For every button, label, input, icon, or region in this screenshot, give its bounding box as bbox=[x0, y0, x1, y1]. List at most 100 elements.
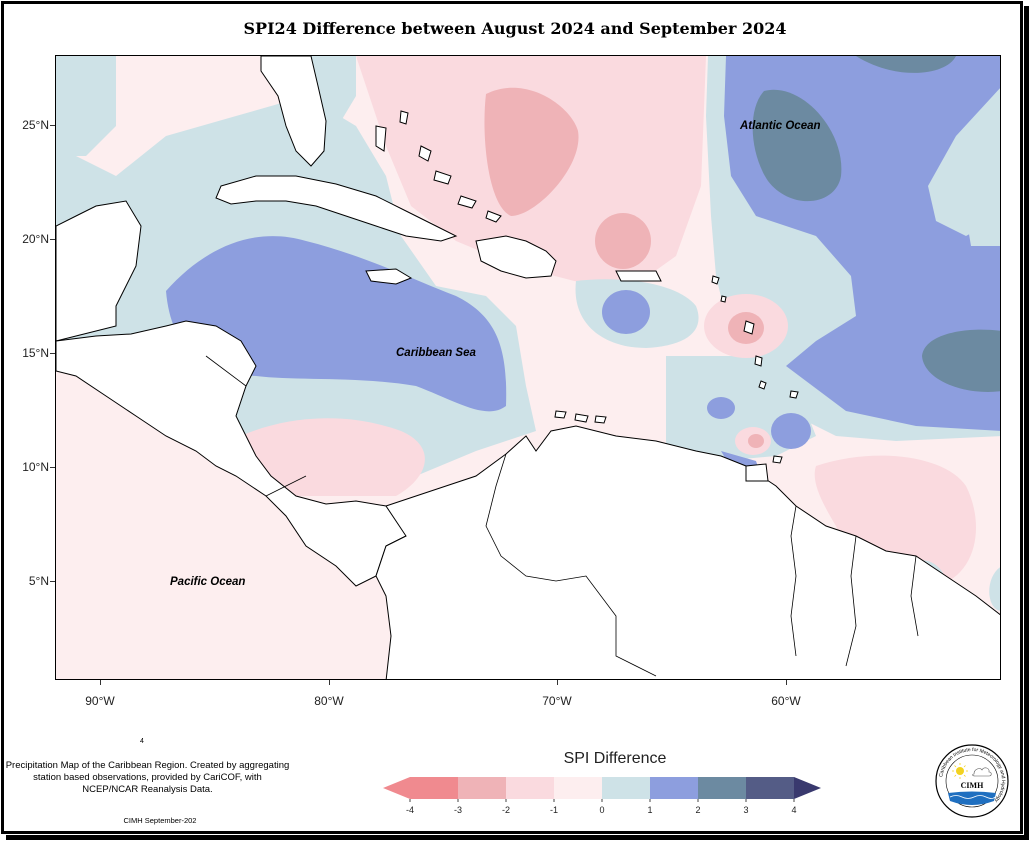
coastlines bbox=[56, 56, 1000, 679]
footer-text: CIMH September-202 bbox=[123, 816, 197, 825]
legend-tick-label: 1 bbox=[647, 805, 652, 815]
y-tick-mark bbox=[50, 581, 55, 582]
y-tick-mark bbox=[50, 467, 55, 468]
cimh-logo: Caribbean Institute for Meteorology and … bbox=[935, 744, 1009, 818]
legend-tick-label: -4 bbox=[406, 805, 414, 815]
land-bahamas bbox=[399, 110, 409, 125]
land-mexico bbox=[56, 200, 142, 342]
land-st-lucia bbox=[758, 380, 767, 390]
spi-contour-blue bbox=[602, 290, 650, 334]
legend-tick-label: 2 bbox=[695, 805, 700, 815]
label-caribbean-sea: Caribbean Sea bbox=[396, 347, 476, 359]
x-tick-label: 70°W bbox=[542, 694, 572, 708]
x-tick-mark bbox=[557, 680, 558, 685]
wave-line bbox=[949, 795, 996, 799]
legend-swatch bbox=[746, 777, 794, 799]
land-hispaniola bbox=[475, 235, 557, 279]
border-guyana-suriname bbox=[845, 535, 857, 667]
land-tobago bbox=[772, 455, 783, 464]
x-tick-mark bbox=[329, 680, 330, 685]
frame-shadow bbox=[6, 835, 1029, 840]
x-tick-label: 60°W bbox=[771, 694, 801, 708]
land-curacao bbox=[574, 413, 589, 423]
land-bahamas bbox=[375, 125, 387, 152]
x-tick-label: 90°W bbox=[85, 694, 115, 708]
cloud-icon bbox=[972, 767, 992, 777]
legend-swatches bbox=[383, 777, 821, 799]
legend-title: SPI Difference bbox=[563, 750, 667, 767]
land-bahamas bbox=[418, 145, 432, 162]
x-tick-mark bbox=[786, 680, 787, 685]
color-legend: -4 -3 -2 -1 0 1 2 3 4 bbox=[383, 777, 821, 815]
spi-contour-lightblue bbox=[989, 567, 1000, 611]
legend-swatch bbox=[554, 777, 602, 799]
legend-swatch bbox=[698, 777, 746, 799]
land-florida bbox=[260, 56, 327, 167]
land-aruba bbox=[554, 410, 567, 419]
spi-contour-slate bbox=[752, 89, 842, 202]
stray-mark: 4 bbox=[140, 738, 144, 745]
border-colombia-venezuela bbox=[485, 453, 657, 677]
legend-swatch bbox=[506, 777, 554, 799]
map-title: SPI24 Difference between August 2024 and… bbox=[243, 19, 787, 38]
y-tick-mark bbox=[50, 353, 55, 354]
spi-contour-darkpink bbox=[748, 434, 764, 448]
y-tick-label: 20°N bbox=[22, 232, 49, 246]
land-bahamas bbox=[433, 170, 452, 185]
legend-tick-label: 4 bbox=[791, 805, 796, 815]
spi-contour-blue bbox=[771, 413, 811, 449]
legend-tick-label: -1 bbox=[550, 805, 558, 815]
land-island bbox=[720, 295, 727, 303]
country-borders bbox=[205, 355, 919, 677]
x-tick-mark bbox=[100, 680, 101, 685]
frame-shadow bbox=[1024, 6, 1029, 840]
label-atlantic-ocean: Atlantic Ocean bbox=[740, 120, 821, 132]
logo-name: CIMH bbox=[961, 781, 984, 790]
y-tick-label: 25°N bbox=[22, 118, 49, 132]
x-tick-label: 80°W bbox=[314, 694, 344, 708]
spi-contour-darkpink bbox=[484, 87, 579, 216]
land-island bbox=[711, 275, 720, 285]
land-jamaica bbox=[365, 268, 413, 285]
legend-arrow-low bbox=[383, 777, 410, 799]
legend-arrow-high bbox=[794, 777, 821, 799]
legend-swatch bbox=[650, 777, 698, 799]
legend-tick-label: -3 bbox=[454, 805, 462, 815]
spi-contour-slate bbox=[922, 329, 1000, 392]
label-pacific-ocean: Pacific Ocean bbox=[170, 576, 246, 588]
land-barbados bbox=[789, 390, 799, 399]
spi-contour-lightblue bbox=[966, 178, 1000, 246]
land-martinique bbox=[754, 355, 763, 367]
spi-contour-darkpink bbox=[595, 213, 651, 269]
legend-swatch bbox=[410, 777, 458, 799]
spi-contour-blue bbox=[707, 397, 735, 419]
land-cuba bbox=[215, 175, 458, 242]
land-guadeloupe bbox=[743, 320, 755, 335]
legend-swatch bbox=[602, 777, 650, 799]
legend-tick-label: 3 bbox=[743, 805, 748, 815]
land-puerto-rico bbox=[615, 270, 662, 282]
land-bahamas bbox=[457, 195, 477, 209]
spi-contour-lightblue bbox=[56, 56, 116, 156]
credits-text: Precipitation Map of the Caribbean Regio… bbox=[5, 760, 290, 795]
y-tick-label: 15°N bbox=[22, 346, 49, 360]
legend-tick-labels: -4 -3 -2 -1 0 1 2 3 4 bbox=[406, 799, 797, 815]
border-venezuela-guyana bbox=[790, 505, 797, 657]
y-tick-mark bbox=[50, 125, 55, 126]
border-central-america bbox=[205, 355, 247, 387]
sun-rays bbox=[952, 763, 968, 779]
land-bahamas bbox=[485, 210, 502, 223]
land-bonaire bbox=[594, 415, 607, 424]
legend-tick-label: -2 bbox=[502, 805, 510, 815]
sun-icon bbox=[956, 767, 964, 775]
spi-contour-pink bbox=[240, 418, 425, 496]
map-panel bbox=[55, 55, 1001, 680]
legend-tick-label: 0 bbox=[599, 805, 604, 815]
spi-difference-map bbox=[56, 56, 1000, 679]
land-trinidad bbox=[745, 463, 769, 482]
spi-contour-slate bbox=[856, 56, 956, 73]
y-tick-mark bbox=[50, 239, 55, 240]
border-central-america bbox=[265, 475, 307, 497]
y-tick-label: 10°N bbox=[22, 460, 49, 474]
